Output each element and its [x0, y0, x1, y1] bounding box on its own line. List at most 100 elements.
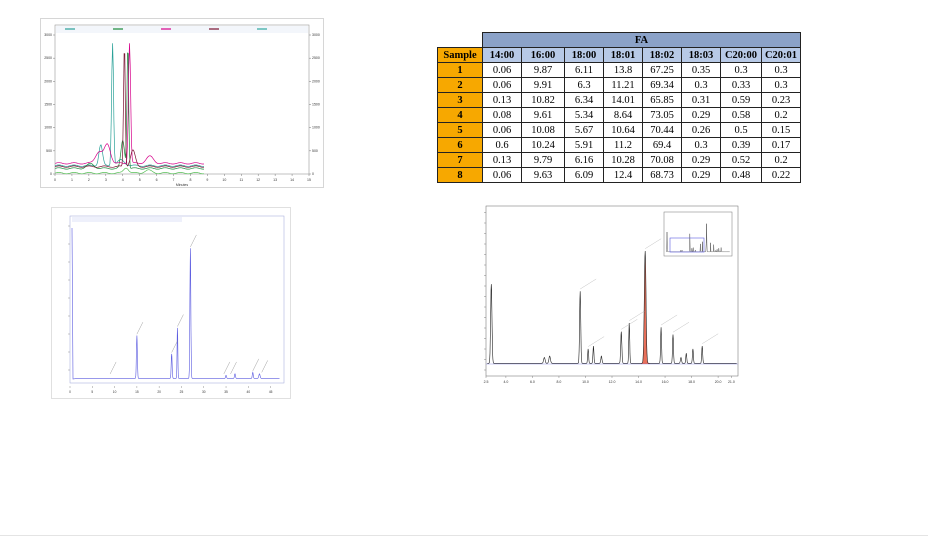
table-cell: 0.31 — [681, 92, 721, 108]
inset-zoom-box — [669, 237, 705, 253]
table-cell: 0.29 — [681, 167, 721, 183]
peak-label-marker — [261, 360, 268, 373]
table-sample-header: Sample — [437, 47, 483, 63]
table-cell: 0.3 — [681, 137, 721, 153]
x-tick-label: 8.0 — [557, 380, 562, 384]
table-column-header: 14:00 — [482, 47, 522, 63]
y-tick-label-right: 2500 — [312, 56, 320, 60]
table-column-header: 16:00 — [521, 47, 565, 63]
y-tick-label: 2000 — [44, 79, 52, 83]
table-cell: 0.22 — [761, 167, 801, 183]
x-tick-label: 15 — [135, 390, 139, 394]
x-tick-label: 35 — [224, 390, 228, 394]
table-cell: 0.15 — [761, 122, 801, 138]
table-cell: 0.29 — [681, 152, 721, 168]
peak-label-marker — [252, 358, 259, 371]
table-row: 6 0.6 10.24 5.91 11.2 69.4 0.3 0.39 0.17 — [437, 137, 801, 153]
table-cell: 0.3 — [761, 77, 801, 93]
table-cell: 8.64 — [603, 107, 643, 123]
table-column-header: 18:03 — [681, 47, 721, 63]
gc-chromatogram-svg: 2.5 4.0 6.0 8.0 10.0 12.0 14.0 16.0 18.0 20.0 21.0 — [484, 205, 739, 384]
table-cell: 6.34 — [564, 92, 604, 108]
table-cell: 70.44 — [642, 122, 682, 138]
x-tick-label: 11 — [239, 178, 243, 182]
table-cell: 0.5 — [720, 122, 762, 138]
x-tick-label: 30 — [202, 390, 206, 394]
table-cell: 0.13 — [482, 92, 522, 108]
x-tick-label: 18.0 — [688, 380, 695, 384]
peak-label-marker — [109, 361, 117, 375]
table-sample-cell: 4 — [437, 107, 483, 123]
table-cell: 10.08 — [521, 122, 565, 138]
peak-label-marker — [660, 314, 678, 326]
table-column-header: 18:00 — [564, 47, 604, 63]
table-row: 4 0.08 9.61 5.34 8.64 73.05 0.29 0.58 0.2 — [437, 107, 801, 123]
table-cell: 0.2 — [761, 152, 801, 168]
y-tick-label: 3000 — [44, 33, 52, 37]
y-tick-label: 0 — [50, 172, 52, 176]
table-cell: 10.64 — [603, 122, 643, 138]
table-cell: 70.08 — [642, 152, 682, 168]
x-tick-label: 6.0 — [530, 380, 535, 384]
table-cell: 0.26 — [681, 122, 721, 138]
table-cell: 0.52 — [720, 152, 762, 168]
x-tick-label: 7 — [173, 178, 175, 182]
x-tick-label: 4 — [122, 178, 124, 182]
chromatogram-trace — [487, 250, 737, 364]
table-row: 7 0.13 9.79 6.16 10.28 70.08 0.29 0.52 0.2 — [437, 152, 801, 168]
table-cell: 69.34 — [642, 77, 682, 93]
table-cell: 65.85 — [642, 92, 682, 108]
table-cell: 10.24 — [521, 137, 565, 153]
peak-label-marker — [171, 340, 178, 353]
page-bottom-divider — [0, 535, 928, 536]
chromatogram-trace — [54, 53, 205, 168]
table-cell: 9.91 — [521, 77, 565, 93]
inset-frame — [663, 211, 733, 257]
table-cell: 0.3 — [761, 62, 801, 78]
x-axis-title: Minutes — [176, 183, 189, 187]
y-tick-label-right: 1500 — [312, 103, 320, 107]
peak-label-marker — [702, 333, 719, 344]
x-tick-label: 10 — [113, 390, 117, 394]
table-corner-blank — [437, 32, 483, 48]
table-cell: 73.05 — [642, 107, 682, 123]
table-cell: 0.33 — [720, 77, 762, 93]
chromatogram-trace — [71, 227, 280, 380]
table-cell: 0.13 — [482, 152, 522, 168]
plot-frame — [54, 24, 310, 175]
x-tick-label: 10.0 — [582, 380, 589, 384]
peak-label-marker — [588, 336, 605, 347]
table-cell: 0.6 — [482, 137, 522, 153]
y-tick-label-right: 0 — [312, 172, 314, 176]
table-sample-cell: 5 — [437, 122, 483, 138]
table-row: 8 0.06 9.63 6.09 12.4 68.73 0.29 0.48 0.22 — [437, 167, 801, 183]
table-cell: 0.23 — [761, 92, 801, 108]
table-cell: 10.28 — [603, 152, 643, 168]
table-cell: 67.25 — [642, 62, 682, 78]
x-tick-label: 0 — [54, 178, 56, 182]
y-tick-label-right: 2000 — [312, 79, 320, 83]
table-cell: 5.67 — [564, 122, 604, 138]
overlay-chromatogram-figure: 0 1 2 3 4 5 6 7 8 9 10 11 12 13 14 15 0 0 500 500 1000 1000 15… — [40, 18, 324, 188]
table-group-header-row: FA — [437, 32, 801, 48]
x-tick-label: 16.0 — [662, 380, 669, 384]
table-cell: 0.3 — [681, 77, 721, 93]
table-cell: 0.06 — [482, 167, 522, 183]
table-cell: 14.01 — [603, 92, 643, 108]
blue-chromatogram-svg: 0 5 10 15 20 25 30 35 40 45 — [68, 215, 285, 394]
table-sample-cell: 7 — [437, 152, 483, 168]
table-cell: 69.4 — [642, 137, 682, 153]
table-cell: 13.8 — [603, 62, 643, 78]
x-tick-label: 4.0 — [503, 380, 508, 384]
x-tick-label: 0 — [69, 390, 71, 394]
table-column-header: C20:00 — [720, 47, 762, 63]
table-cell: 0.35 — [681, 62, 721, 78]
table-row: 5 0.06 10.08 5.67 10.64 70.44 0.26 0.5 0.15 — [437, 122, 801, 138]
gc-chromatogram-figure: 2.5 4.0 6.0 8.0 10.0 12.0 14.0 16.0 18.0 20.0 21.0 — [474, 198, 742, 405]
x-tick-label: 12 — [256, 178, 260, 182]
header-strip — [72, 217, 182, 222]
x-tick-label: 2.5 — [484, 380, 489, 384]
y-tick-label: 1000 — [44, 126, 52, 130]
table-cell: 0.58 — [720, 107, 762, 123]
peak-label-marker — [190, 234, 197, 248]
